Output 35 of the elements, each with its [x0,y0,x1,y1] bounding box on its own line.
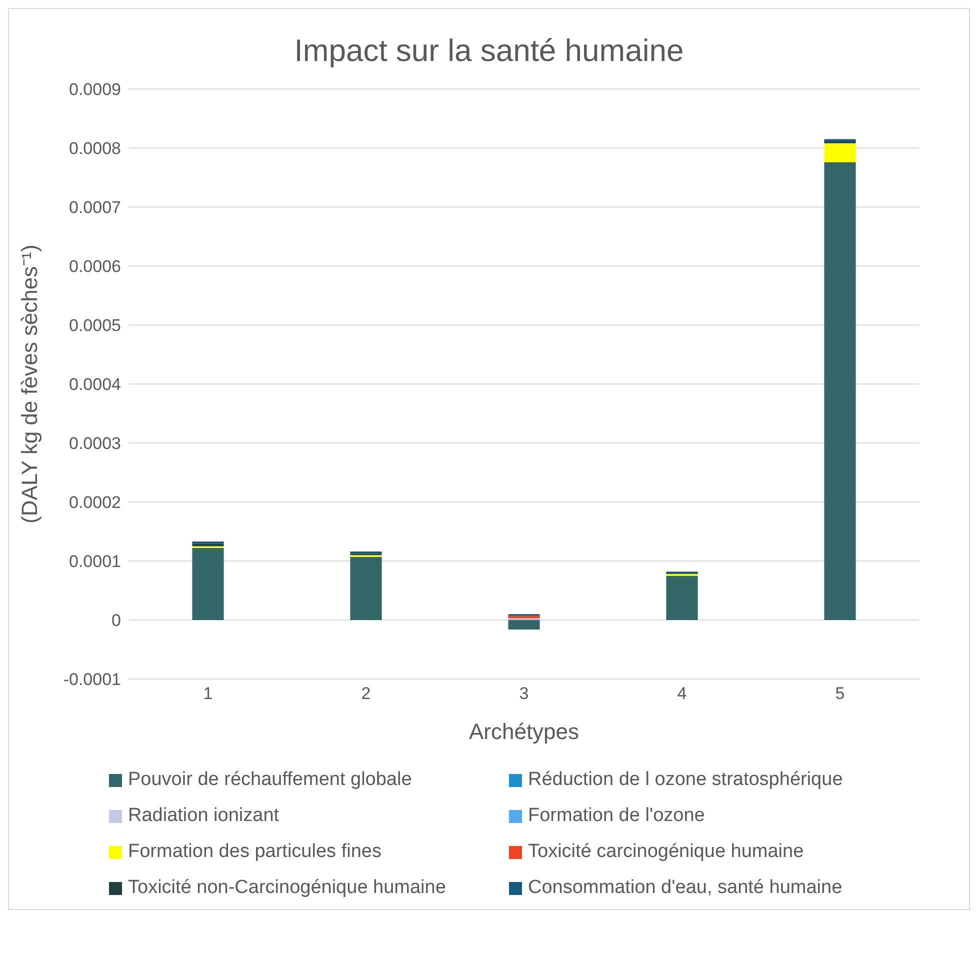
y-tick-label: -0.0001 [63,670,121,690]
x-tick-label: 3 [519,684,529,704]
bar [192,544,224,546]
bar [824,162,856,620]
x-tick-label: 1 [203,684,213,704]
legend-label: Pouvoir de réchauffement globale [128,769,412,791]
x-tick-label: 5 [835,684,845,704]
y-tick-label: 0.0004 [69,375,121,394]
legend-label: Consommation d'eau, santé humaine [528,877,842,899]
y-tick-label: 0.0007 [69,198,121,218]
y-tick-label: 0.0006 [69,257,121,276]
bar [824,143,856,162]
legend-label: Formation des particules fines [128,841,382,863]
bar [824,139,856,142]
legend-label: Toxicité non-Carcinogénique humaine [128,877,446,899]
y-tick-label: 0.0003 [69,434,121,454]
x-axis-title: Archétypes [468,719,580,744]
y-tick-label: 0.0008 [69,139,121,158]
legend-label: Réduction de l ozone stratosphérique [528,769,843,791]
bar [666,576,698,620]
y-axis-title: (DALY kg de fèves sèches⁻¹) [16,244,42,524]
x-tick-label: 2 [361,684,371,704]
bar [350,556,382,620]
y-tick-label: 0.0002 [69,493,121,512]
chart-title: Impact sur la santé humaine [293,33,685,69]
bar [508,620,540,630]
y-tick-label: 0 [112,611,121,630]
y-tick-label: 0.0001 [69,552,121,572]
bar [192,548,224,620]
x-tick-label: 4 [677,684,687,704]
y-tick-label: 0.0009 [69,80,121,100]
y-tick-label: 0.0005 [69,316,121,336]
legend-label: Radiation ionizant [128,805,280,827]
legend-label: Formation de l'ozone [528,805,705,827]
legend-label: Toxicité carcinogénique humaine [528,841,804,863]
